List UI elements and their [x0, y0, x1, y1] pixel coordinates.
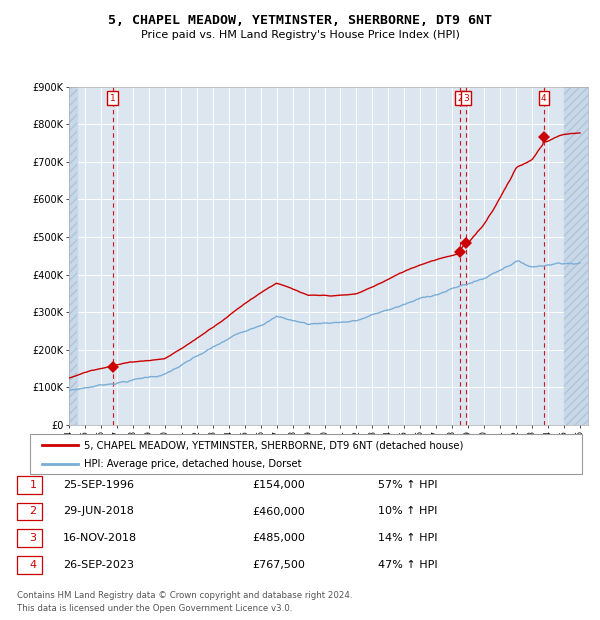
Bar [69, 87, 77, 425]
Text: 2: 2 [457, 94, 463, 102]
Text: HPI: Average price, detached house, Dorset: HPI: Average price, detached house, Dors… [84, 459, 302, 469]
Text: 4: 4 [29, 560, 37, 570]
Text: £767,500: £767,500 [252, 560, 305, 570]
Text: 47% ↑ HPI: 47% ↑ HPI [378, 560, 437, 570]
Text: 16-NOV-2018: 16-NOV-2018 [63, 533, 137, 543]
Text: 2: 2 [29, 507, 37, 516]
Text: 29-JUN-2018: 29-JUN-2018 [63, 507, 134, 516]
Bar [69, 87, 77, 425]
Text: 5, CHAPEL MEADOW, YETMINSTER, SHERBORNE, DT9 6NT (detached house): 5, CHAPEL MEADOW, YETMINSTER, SHERBORNE,… [84, 440, 463, 450]
Text: This data is licensed under the Open Government Licence v3.0.: This data is licensed under the Open Gov… [17, 603, 292, 613]
Text: 14% ↑ HPI: 14% ↑ HPI [378, 533, 437, 543]
Text: £154,000: £154,000 [252, 480, 305, 490]
Bar [564, 87, 588, 425]
Text: £485,000: £485,000 [252, 533, 305, 543]
Bar [564, 87, 588, 425]
Text: 1: 1 [110, 94, 115, 102]
Text: 4: 4 [541, 94, 547, 102]
Text: 26-SEP-2023: 26-SEP-2023 [63, 560, 134, 570]
Text: 1: 1 [29, 480, 37, 490]
Text: £460,000: £460,000 [252, 507, 305, 516]
Text: 25-SEP-1996: 25-SEP-1996 [63, 480, 134, 490]
Text: 5, CHAPEL MEADOW, YETMINSTER, SHERBORNE, DT9 6NT: 5, CHAPEL MEADOW, YETMINSTER, SHERBORNE,… [108, 14, 492, 27]
Text: 57% ↑ HPI: 57% ↑ HPI [378, 480, 437, 490]
Text: 3: 3 [29, 533, 37, 543]
Text: Price paid vs. HM Land Registry's House Price Index (HPI): Price paid vs. HM Land Registry's House … [140, 30, 460, 40]
Text: 3: 3 [463, 94, 469, 102]
Text: 10% ↑ HPI: 10% ↑ HPI [378, 507, 437, 516]
Text: Contains HM Land Registry data © Crown copyright and database right 2024.: Contains HM Land Registry data © Crown c… [17, 591, 352, 600]
